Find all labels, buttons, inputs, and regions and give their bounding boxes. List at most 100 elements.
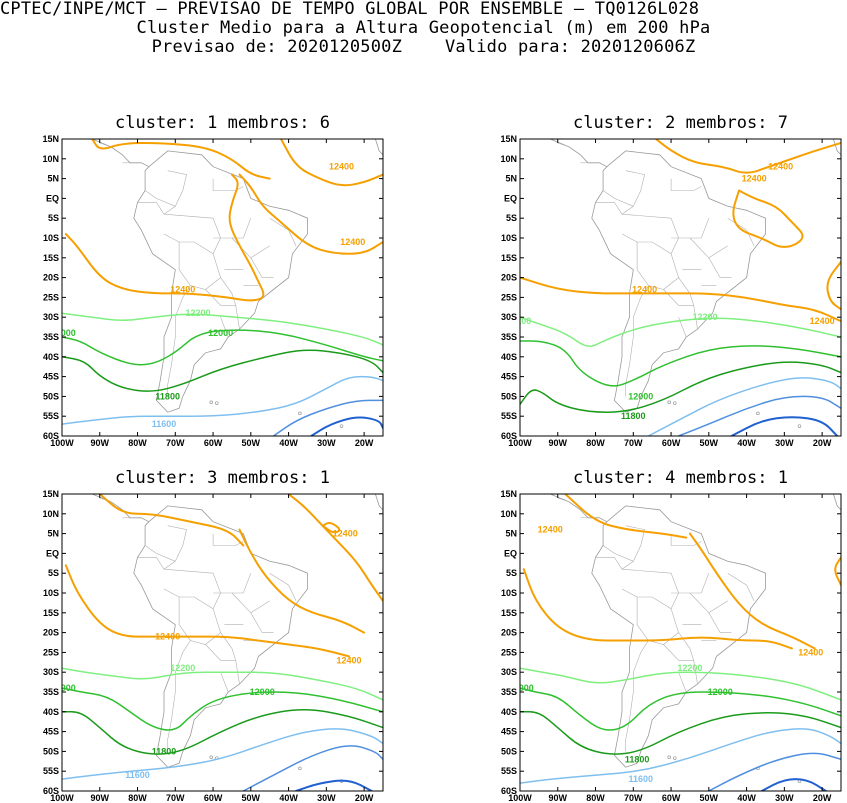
lon-tick-label: 70W (624, 793, 643, 803)
contour-line (98, 494, 245, 547)
island-outline (667, 400, 671, 405)
lat-tick-label: 40S (43, 352, 59, 362)
forecast-from-label: Previsao de: (151, 37, 277, 57)
contour-line (760, 778, 827, 791)
lat-tick-label: 60S (501, 431, 517, 441)
country-border (727, 217, 755, 247)
contour-label: 11800 (155, 391, 180, 401)
lat-tick-label: 50S (43, 746, 59, 756)
contour-label: 12000 (628, 391, 653, 401)
country-border (137, 557, 165, 570)
country-border (693, 305, 698, 330)
lat-tick-label: 30S (501, 667, 517, 677)
island-outline (339, 424, 344, 428)
lon-tick-label: 30W (775, 793, 794, 803)
contour-line (64, 173, 265, 302)
lat-tick-label: 30S (43, 312, 59, 322)
lat-tick-label: EQ (46, 548, 59, 558)
contour-line (647, 377, 841, 436)
contour-line (272, 399, 383, 436)
central-america-coastline (90, 494, 150, 523)
contour-label: 12400 (329, 162, 354, 172)
lat-tick-label: 15N (42, 489, 59, 499)
lon-tick-label: 100W (50, 793, 74, 803)
lon-tick-label: 30W (317, 438, 336, 448)
country-border (727, 572, 755, 602)
lat-tick-label: 15S (501, 608, 517, 618)
central-america-coastline (90, 139, 150, 168)
contour-label: 11600 (152, 419, 177, 429)
island-outline (209, 755, 213, 760)
lat-tick-label: 50S (501, 391, 517, 401)
contour-label: 12200 (692, 312, 717, 322)
island-outline (209, 400, 213, 405)
contour-line (520, 728, 841, 784)
country-border (602, 190, 634, 207)
header-line-1: CPTEC/INPE/MCT — PREVISAO DE TEMPO GLOBA… (0, 0, 700, 19)
lat-tick-label: 25S (43, 292, 59, 302)
contour-label: 12400 (333, 529, 358, 539)
lat-tick-label: 5S (48, 568, 59, 578)
country-border (621, 525, 645, 570)
valid-for-label: Valido para: (444, 37, 571, 57)
lat-tick-label: 25S (501, 647, 517, 657)
contour-line (520, 340, 841, 387)
country-border (99, 142, 112, 148)
contour-line (520, 361, 841, 413)
country-border (178, 597, 221, 645)
lat-tick-label: 60S (43, 786, 59, 796)
island-outline (797, 424, 802, 428)
contour-line (826, 260, 841, 311)
panel-3-title: cluster: 3 membros: 1 (115, 468, 330, 488)
south-america-coastline (591, 505, 766, 768)
contour-label: 11800 (152, 746, 177, 756)
lon-tick-label: 20W (813, 438, 832, 448)
contour-line (688, 532, 816, 650)
lat-tick-label: EQ (46, 193, 59, 203)
contour-line (62, 312, 383, 346)
country-border (636, 242, 679, 290)
lon-tick-label: 80W (128, 793, 147, 803)
country-border (213, 218, 252, 239)
country-border (670, 533, 702, 546)
contour-line (834, 556, 841, 587)
country-border (689, 592, 728, 614)
country-border (144, 190, 176, 207)
contour-label: 12400 (155, 632, 180, 642)
lon-tick-label: 40W (737, 438, 756, 448)
lat-tick-label: 55S (501, 766, 517, 776)
lat-tick-label: 20S (43, 273, 59, 283)
lat-tick-label: 5N (505, 174, 517, 184)
lat-tick-label: 15N (500, 134, 517, 144)
country-border (250, 612, 274, 633)
lat-tick-label: 40S (501, 352, 517, 362)
island-outline (298, 411, 302, 416)
lon-tick-label: 30W (775, 438, 794, 448)
contour-label: 12400 (538, 525, 563, 535)
lat-tick-label: 20S (43, 628, 59, 638)
island-outline (673, 401, 677, 405)
country-border (167, 640, 191, 752)
lat-tick-label: 50S (43, 391, 59, 401)
contour-line (321, 522, 341, 534)
country-border (220, 317, 229, 338)
lat-tick-label: 15S (43, 253, 59, 263)
country-border (178, 242, 221, 290)
contour-line (280, 139, 383, 187)
contour-label: 12400 (340, 237, 365, 247)
lat-tick-label: 5S (48, 213, 59, 223)
lat-tick-label: 25S (43, 647, 59, 657)
lat-tick-label: 5N (505, 529, 517, 539)
lat-tick-label: 55S (43, 411, 59, 421)
country-border (625, 285, 649, 397)
lat-tick-label: 10N (500, 154, 517, 164)
map-frame (61, 493, 384, 792)
lat-tick-label: 35S (43, 687, 59, 697)
country-border (595, 202, 623, 215)
contour-label: 11800 (621, 411, 646, 421)
contour-line (520, 687, 841, 731)
lat-tick-label: 5S (506, 213, 517, 223)
